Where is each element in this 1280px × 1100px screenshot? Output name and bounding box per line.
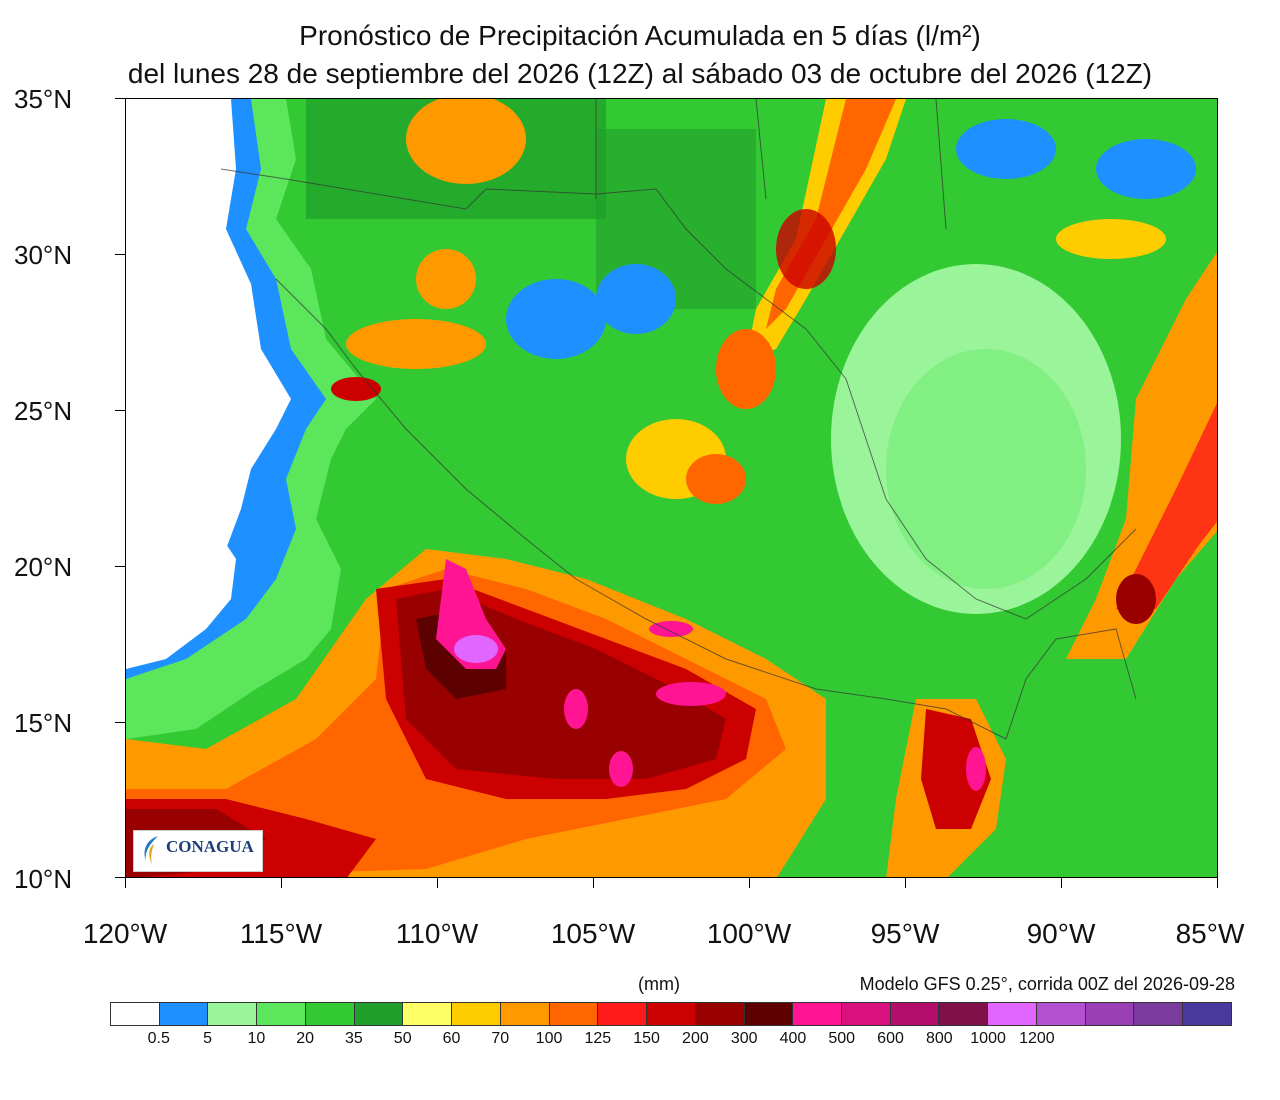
colorbar-swatch xyxy=(939,1003,989,1025)
lon-tick xyxy=(437,878,438,888)
colorbar-swatch xyxy=(598,1003,648,1025)
colorbar-swatch xyxy=(257,1003,306,1025)
lon-label: 85°W xyxy=(1175,918,1245,949)
model-note: Modelo GFS 0.25°, corrida 00Z del 2026-0… xyxy=(859,974,1235,994)
colorbar-swatch xyxy=(647,1003,696,1025)
lon-label: 105°W xyxy=(550,918,636,949)
lon-label: 120°W xyxy=(82,918,168,949)
colorbar-swatch xyxy=(695,1003,745,1025)
colorbar-swatch xyxy=(1085,1003,1135,1025)
colorbar-label: 100 xyxy=(535,1030,563,1047)
colorbar-swatch xyxy=(793,1003,843,1025)
lon-tick xyxy=(281,878,282,888)
colorbar-swatch xyxy=(354,1003,404,1025)
colorbar-label: 0.5 xyxy=(147,1030,170,1047)
lat-label: 15°N xyxy=(14,708,73,738)
colorbar-label: 1200 xyxy=(1019,1030,1055,1047)
colorbar-swatch xyxy=(111,1003,160,1025)
colorbar-swatch xyxy=(890,1003,940,1025)
lon-label: 95°W xyxy=(870,918,940,949)
lat-label: 25°N xyxy=(14,396,73,426)
colorbar-swatch xyxy=(842,1003,891,1025)
colorbar-label: 50 xyxy=(393,1030,412,1047)
map-title: Pronóstico de Precipitación Acumulada en… xyxy=(299,20,981,51)
colorbar-label: 150 xyxy=(633,1030,660,1047)
map-subtitle: del lunes 28 de septiembre del 2026 (12Z… xyxy=(127,58,1153,89)
colorbar-swatch xyxy=(1036,1003,1086,1025)
conagua-emblem-icon xyxy=(144,836,158,864)
lon-tick xyxy=(1061,878,1062,888)
colorbar-label: 70 xyxy=(491,1030,510,1047)
colorbar-swatch xyxy=(500,1003,550,1025)
lat-tick xyxy=(115,722,125,723)
lon-label: 110°W xyxy=(395,918,479,949)
colorbar-swatch xyxy=(549,1003,599,1025)
lat-label: 20°N xyxy=(14,552,73,582)
colorbar-label: 10 xyxy=(247,1030,266,1047)
colorbar-label: 200 xyxy=(682,1030,709,1047)
colorbar-swatch xyxy=(452,1003,501,1025)
lat-tick xyxy=(115,877,125,878)
colorbar-swatch xyxy=(1183,1003,1231,1025)
colorbar-label: 800 xyxy=(925,1030,953,1047)
colorbar-swatch xyxy=(403,1003,453,1025)
lon-tick xyxy=(593,878,594,888)
lat-tick xyxy=(115,410,125,411)
colorbar-swatch xyxy=(988,1003,1037,1025)
colorbar-label: 500 xyxy=(828,1030,856,1047)
precipitation-field xyxy=(126,99,1217,877)
colorbar-label: 400 xyxy=(779,1030,807,1047)
colorbar-label: 125 xyxy=(584,1030,612,1047)
colorbar-label: 35 xyxy=(345,1030,363,1047)
colorbar-label: 300 xyxy=(730,1030,758,1047)
lon-label: 115°W xyxy=(239,918,323,949)
lat-label: 35°N xyxy=(14,84,73,114)
lon-tick xyxy=(1217,878,1218,888)
colorbar-label: 600 xyxy=(877,1030,904,1047)
lon-label: 90°W xyxy=(1026,918,1096,949)
precipitation-colorbar xyxy=(110,1002,1232,1026)
colorbar-label: 5 xyxy=(203,1030,213,1047)
unit-label: (mm) xyxy=(638,974,680,994)
colorbar-swatch xyxy=(159,1003,209,1025)
precipitation-map xyxy=(125,98,1218,878)
lon-tick xyxy=(749,878,750,888)
lon-tick xyxy=(905,878,906,888)
colorbar-label: 60 xyxy=(442,1030,461,1047)
lat-tick xyxy=(115,254,125,255)
colorbar-label: 1000 xyxy=(970,1030,1006,1047)
colorbar-swatch xyxy=(305,1003,355,1025)
colorbar-swatch xyxy=(1134,1003,1184,1025)
lat-label: 10°N xyxy=(14,864,73,894)
logo-text: CONAGUA xyxy=(166,837,254,856)
colorbar-swatch xyxy=(744,1003,794,1025)
colorbar-label: 20 xyxy=(296,1030,315,1047)
conagua-logo: CONAGUA xyxy=(133,830,263,872)
colorbar-swatch xyxy=(208,1003,258,1025)
lon-label: 100°W xyxy=(706,918,792,949)
lat-label: 30°N xyxy=(14,240,73,270)
lon-tick xyxy=(125,878,126,888)
lat-tick xyxy=(115,566,125,567)
lat-tick xyxy=(115,98,125,99)
